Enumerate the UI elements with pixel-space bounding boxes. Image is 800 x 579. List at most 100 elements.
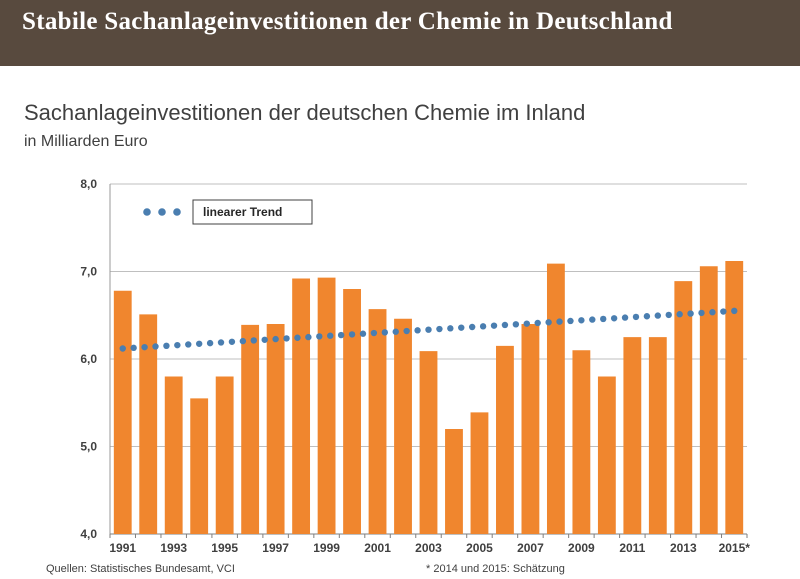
- bar: [496, 345, 514, 534]
- trend-dot: [534, 319, 541, 327]
- x-tick-label: 2001: [364, 541, 391, 555]
- x-tick-label: 1995: [211, 541, 238, 555]
- bar: [445, 429, 463, 534]
- y-tick-label: 5,0: [80, 440, 97, 454]
- trend-dot: [545, 319, 552, 326]
- trend-dot: [665, 311, 672, 319]
- bar: [470, 412, 489, 534]
- bar: [113, 290, 132, 534]
- x-tick-label: 2009: [568, 541, 595, 555]
- header-banner: Stabile Sachanlageinvestitionen der Chem…: [0, 0, 800, 66]
- trend-dot: [610, 315, 618, 322]
- trend-dot: [567, 317, 574, 325]
- trend-dot: [687, 310, 694, 317]
- bar: [164, 376, 183, 534]
- y-tick-label: 7,0: [80, 265, 97, 279]
- trend-dot: [600, 315, 607, 323]
- legend-trend-marker: [143, 208, 151, 216]
- trend-dot: [479, 323, 487, 330]
- bar: [266, 324, 285, 534]
- trend-dot: [490, 322, 498, 329]
- x-tick-label: 1997: [262, 541, 289, 555]
- bar: [394, 318, 412, 534]
- x-tick-label: 2015*: [719, 541, 751, 555]
- bar: [190, 398, 209, 534]
- trend-dot: [337, 331, 345, 339]
- trend-dot: [185, 341, 192, 348]
- estimate-note: * 2014 und 2015: Schätzung: [426, 563, 565, 575]
- trend-dot: [709, 309, 716, 316]
- x-tick-label: 1991: [109, 541, 136, 555]
- trend-dot: [294, 334, 301, 341]
- x-tick-label: 1999: [313, 541, 340, 555]
- trend-dot: [392, 328, 399, 335]
- trend-dot: [130, 344, 137, 352]
- source-note: Quellen: Statistisches Bundesamt, VCI: [46, 563, 235, 575]
- trend-dot: [643, 313, 651, 320]
- trend-dot: [174, 341, 181, 349]
- x-tick-label: 2013: [670, 541, 697, 555]
- bar: [546, 263, 565, 534]
- trend-dot: [348, 331, 356, 338]
- trend-dot: [305, 333, 312, 341]
- trend-dot: [676, 311, 683, 318]
- trend-dot: [381, 329, 389, 336]
- bar: [597, 376, 616, 534]
- bar: [623, 337, 642, 534]
- trend-dot: [621, 314, 629, 321]
- y-tick-label: 6,0: [80, 352, 97, 366]
- bar: [572, 350, 591, 534]
- trend-dot: [720, 308, 727, 315]
- trend-dot: [523, 320, 530, 327]
- bar: [317, 277, 336, 534]
- banner-title: Stabile Sachanlageinvestitionen der Chem…: [22, 8, 673, 35]
- chart-subtitle: in Milliarden Euro: [24, 133, 148, 150]
- trend-dot: [556, 318, 563, 325]
- trend-dot: [327, 332, 334, 339]
- bar: [699, 266, 718, 534]
- trend-dot: [239, 337, 247, 345]
- bar: [419, 351, 438, 534]
- legend-label: linearer Trend: [203, 205, 282, 219]
- bar: [521, 324, 540, 534]
- legend-trend-marker: [158, 208, 166, 216]
- bar: [139, 314, 158, 534]
- trend-dot: [163, 342, 170, 350]
- trend-dot: [359, 330, 367, 337]
- bar: [725, 261, 744, 534]
- bar: [648, 337, 667, 534]
- x-tick-label: 2007: [517, 541, 544, 555]
- trend-dot: [152, 343, 159, 350]
- trend-dot: [458, 324, 465, 331]
- bar: [292, 278, 311, 534]
- trend-dot: [206, 339, 214, 347]
- trend-dot: [468, 323, 476, 331]
- trend-dot: [436, 325, 443, 333]
- bar: [368, 309, 387, 534]
- x-tick-label: 2003: [415, 541, 442, 555]
- trend-dot: [654, 312, 662, 319]
- chart-title: Sachanlageinvestitionen der deutschen Ch…: [24, 100, 586, 125]
- bar: [674, 281, 693, 534]
- trend-dot: [370, 329, 378, 337]
- trend-dot: [283, 335, 290, 342]
- trend-dot: [228, 338, 236, 345]
- x-tick-label: 2005: [466, 541, 493, 555]
- trend-dot: [414, 327, 421, 334]
- trend-dot: [272, 335, 279, 343]
- trend-dot: [447, 325, 454, 332]
- legend-box: [192, 199, 313, 225]
- x-tick-label: 1993: [160, 541, 187, 555]
- trend-dot: [403, 327, 410, 335]
- trend-dot: [501, 321, 509, 329]
- bar: [241, 324, 260, 534]
- trend-dot: [316, 333, 323, 340]
- trend-dot: [195, 340, 203, 347]
- trend-dot: [731, 307, 738, 315]
- trend-dot: [250, 337, 257, 344]
- trend-dot: [261, 336, 268, 343]
- x-tick-label: 2011: [619, 541, 645, 555]
- trend-dot: [141, 343, 148, 351]
- bar: [343, 289, 361, 534]
